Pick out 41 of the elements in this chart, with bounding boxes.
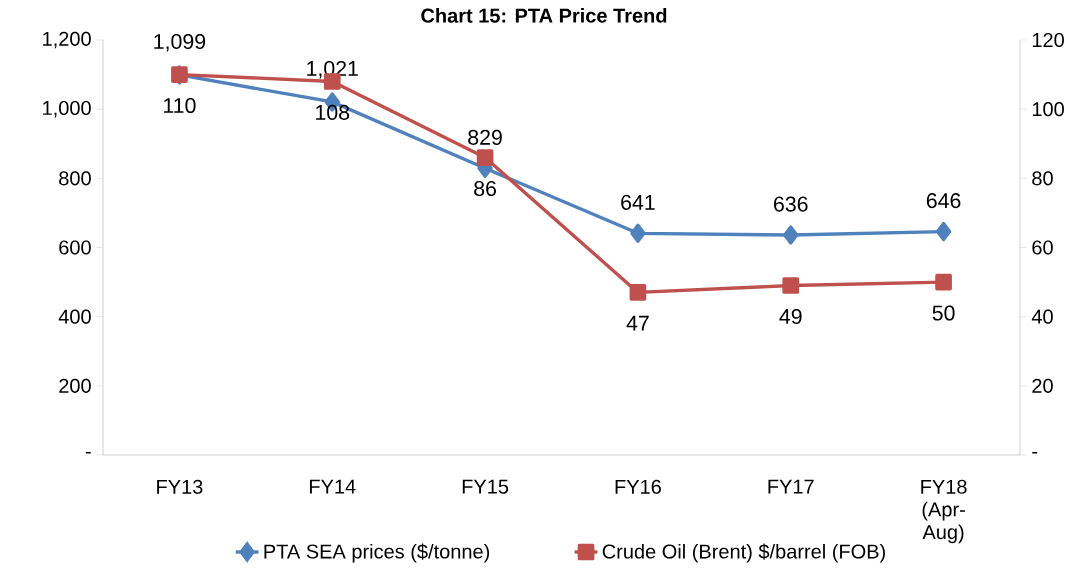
x-tick-label: FY13 (157, 479, 203, 494)
data-label: 86 (474, 180, 496, 197)
x-tick-label: FY17 (768, 479, 814, 494)
data-label: 829 (468, 129, 502, 145)
y-tick-label: 200 (59, 378, 91, 393)
chart-title: Chart 15: PTA Price Trend (421, 8, 667, 23)
data-label: 1,099 (154, 33, 206, 52)
x-tick-label: FY15 (462, 479, 509, 494)
point (935, 221, 952, 242)
y-tick-label: 800 (59, 171, 91, 186)
data-label: 646 (926, 193, 961, 209)
point (476, 149, 494, 166)
point (783, 225, 799, 245)
data-label: 47 (626, 315, 649, 331)
point (629, 284, 647, 301)
y2-tick-label: 100 (1032, 102, 1064, 117)
y-tick-label: 400 (58, 309, 91, 324)
point (782, 277, 800, 294)
point (630, 223, 646, 243)
data-label: 636 (774, 196, 808, 212)
data-label: 49 (779, 308, 802, 325)
y-tick-label: - (85, 451, 91, 454)
y2-tick-label: 40 (1031, 309, 1053, 324)
y2-tick-label: 80 (1032, 171, 1053, 186)
y-tick-label: 1,200 (43, 31, 91, 49)
y2-tick-label: 60 (1032, 240, 1053, 255)
data-label: 110 (164, 97, 196, 114)
data-label: 50 (932, 305, 955, 321)
point (935, 273, 952, 291)
data-label: 108 (316, 104, 350, 120)
x-tick-label: FY16 (615, 479, 661, 494)
x-tick-label: FY18 (Apr-Aug) (921, 479, 967, 544)
y2-tick-label: 20 (1032, 378, 1053, 393)
legend-label: PTA SEA prices ($/tonne) (264, 543, 490, 563)
y-tick-label: 600 (59, 240, 91, 255)
legend-label: Crude Oil (Brent) $/barrel (FOB) (602, 543, 885, 563)
y-tick-label: 1,000 (43, 100, 91, 118)
y2-tick-label: - (1032, 451, 1038, 454)
data-label: 641 (621, 194, 655, 210)
y2-tick-label: 120 (1032, 32, 1064, 48)
x-tick-label: FY14 (309, 479, 356, 494)
